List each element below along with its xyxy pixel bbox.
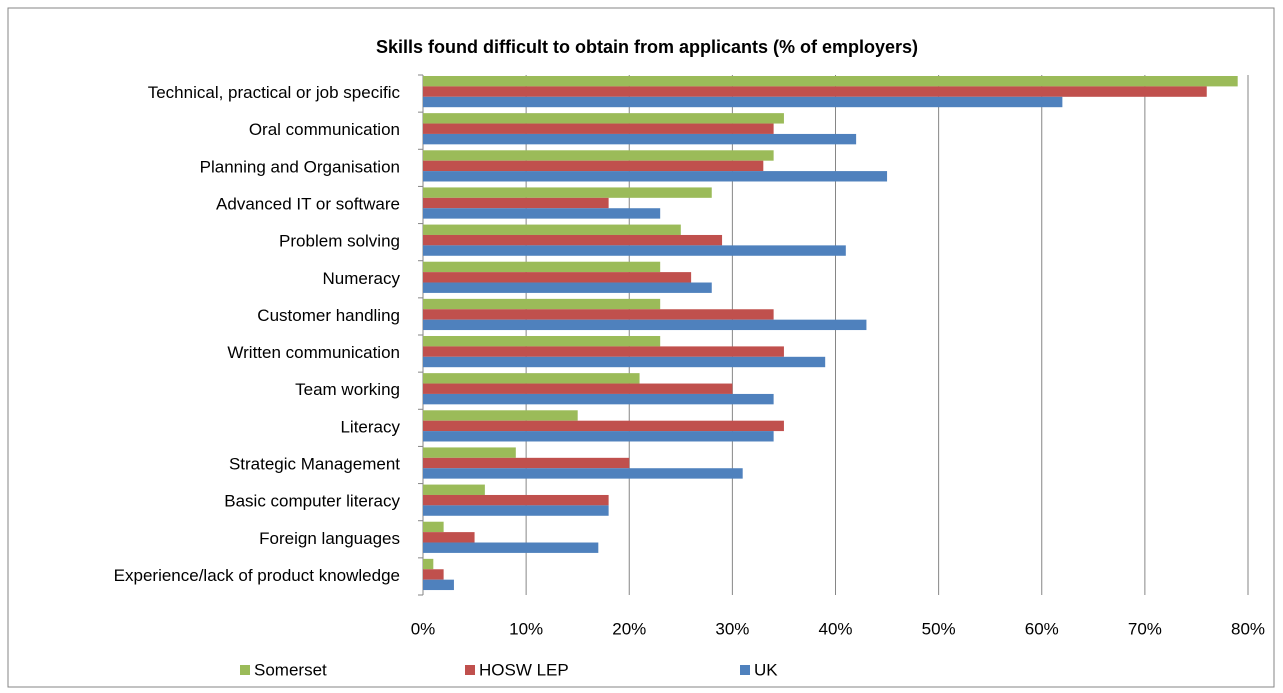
legend-swatch: [465, 665, 475, 675]
legend-swatch: [240, 665, 250, 675]
bar: [423, 150, 774, 161]
x-tick-label: 60%: [1025, 619, 1059, 638]
y-tick-label: Problem solving: [279, 232, 400, 251]
bar: [423, 171, 888, 182]
bar: [423, 272, 692, 283]
bar: [423, 336, 661, 347]
x-tick-label: 40%: [818, 619, 852, 638]
x-tick-label: 20%: [612, 619, 646, 638]
bar: [423, 346, 784, 357]
bar: [423, 261, 661, 273]
bar: [423, 356, 826, 368]
bar: [423, 521, 444, 533]
bar: [423, 447, 516, 458]
legend-swatch: [740, 665, 750, 675]
bar: [423, 383, 733, 394]
y-tick-label: Basic computer literacy: [224, 492, 400, 511]
bar: [423, 542, 599, 553]
bar: [423, 160, 764, 172]
chart-title: Skills found difficult to obtain from ap…: [376, 37, 918, 57]
bar: [423, 197, 609, 209]
x-tick-label: 0%: [411, 619, 436, 638]
y-tick-label: Customer handling: [257, 306, 400, 325]
bar: [423, 373, 640, 384]
legend-label: UK: [754, 660, 778, 679]
legend-label: Somerset: [254, 660, 327, 679]
bar: [423, 123, 774, 134]
bar: [423, 505, 609, 516]
x-tick-label: 50%: [922, 619, 956, 638]
bar: [423, 96, 1063, 108]
bar: [423, 558, 434, 570]
bar: [423, 133, 857, 145]
bar: [423, 187, 712, 198]
bar: [423, 113, 784, 124]
x-tick-label: 30%: [715, 619, 749, 638]
bar: [423, 208, 661, 219]
bar: [423, 569, 444, 580]
y-tick-label: Written communication: [227, 343, 400, 362]
bar: [423, 494, 609, 506]
y-tick-label: Technical, practical or job specific: [148, 83, 401, 102]
x-tick-label: 80%: [1231, 619, 1265, 638]
bar: [423, 234, 723, 246]
y-tick-label: Advanced IT or software: [216, 194, 400, 213]
y-tick-label: Experience/lack of product knowledge: [114, 566, 400, 585]
bar: [423, 86, 1207, 97]
bar: [423, 532, 475, 543]
y-tick-label: Team working: [295, 380, 400, 399]
bar: [423, 282, 712, 293]
bar: [423, 410, 578, 421]
x-tick-label: 10%: [509, 619, 543, 638]
bar: [423, 319, 867, 331]
bar: [423, 245, 846, 256]
bar: [423, 484, 485, 495]
bar: [423, 224, 681, 235]
x-tick-label: 70%: [1128, 619, 1162, 638]
bar: [423, 579, 454, 591]
y-tick-label: Literacy: [340, 417, 400, 436]
bar: [423, 76, 1238, 87]
bar: [423, 298, 661, 310]
y-tick-label: Oral communication: [249, 120, 400, 139]
bar: [423, 457, 630, 469]
bar: [423, 468, 743, 479]
y-tick-label: Planning and Organisation: [200, 157, 400, 176]
bar: [423, 420, 784, 432]
bar: [423, 431, 774, 442]
y-tick-label: Numeracy: [323, 269, 401, 288]
y-tick-label: Foreign languages: [259, 529, 400, 548]
bar: [423, 393, 774, 405]
legend-label: HOSW LEP: [479, 660, 569, 679]
bar: [423, 309, 774, 320]
y-tick-label: Strategic Management: [229, 454, 400, 473]
